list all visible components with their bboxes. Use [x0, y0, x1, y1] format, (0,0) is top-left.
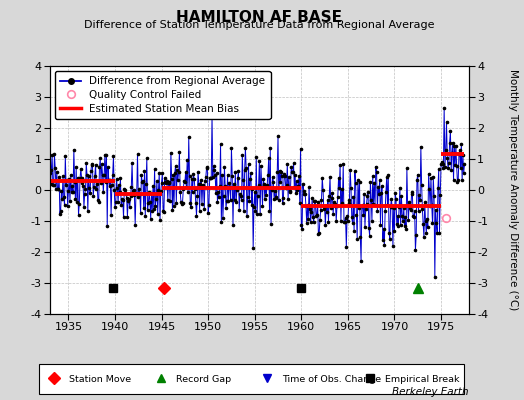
Legend: Difference from Regional Average, Quality Control Failed, Estimated Station Mean: Difference from Regional Average, Qualit… — [55, 71, 270, 119]
FancyBboxPatch shape — [39, 364, 464, 394]
Text: Station Move: Station Move — [69, 374, 131, 384]
Text: HAMILTON AF BASE: HAMILTON AF BASE — [177, 10, 342, 25]
Text: Record Gap: Record Gap — [176, 374, 232, 384]
Y-axis label: Monthly Temperature Anomaly Difference (°C): Monthly Temperature Anomaly Difference (… — [508, 69, 518, 311]
Text: Empirical Break: Empirical Break — [385, 374, 459, 384]
Text: Time of Obs. Change: Time of Obs. Change — [281, 374, 381, 384]
Text: Difference of Station Temperature Data from Regional Average: Difference of Station Temperature Data f… — [84, 20, 434, 30]
Text: Berkeley Earth: Berkeley Earth — [392, 387, 469, 397]
